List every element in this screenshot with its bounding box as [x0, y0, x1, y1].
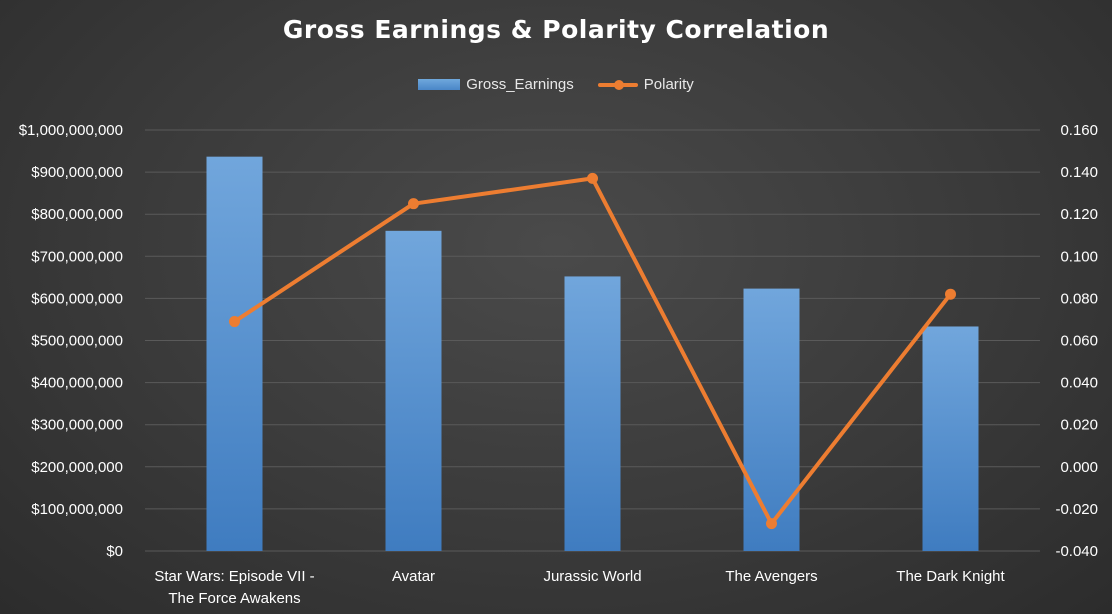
category-label: Jurassic World: [543, 568, 641, 585]
polarity-point: [408, 198, 419, 210]
right-tick-label: 0.140: [1060, 164, 1098, 181]
category-label: Avatar: [392, 568, 435, 585]
right-tick-label: -0.040: [1055, 543, 1098, 560]
bar-gross-earnings: [922, 326, 979, 551]
right-tick-label: 0.160: [1060, 122, 1098, 139]
category-label: Star Wars: Episode VII -: [154, 568, 314, 585]
bar-gross-earnings: [385, 230, 442, 552]
left-tick-label: $1,000,000,000: [19, 122, 123, 139]
right-tick-label: -0.020: [1055, 501, 1098, 518]
polarity-point: [945, 288, 956, 300]
left-tick-label: $700,000,000: [31, 248, 123, 265]
category-label: The Avengers: [725, 568, 817, 585]
left-tick-label: $500,000,000: [31, 333, 123, 350]
left-axis: $0 $100,000,000 $200,000,000 $300,000,000 $4…: [19, 122, 123, 560]
legend-item-gross-earnings: Gross_Earnings: [418, 76, 574, 93]
polarity-point: [229, 316, 240, 328]
right-tick-label: 0.040: [1060, 375, 1098, 392]
right-tick-label: 0.000: [1060, 459, 1098, 476]
right-tick-label: 0.100: [1060, 248, 1098, 265]
left-tick-label: $900,000,000: [31, 164, 123, 181]
legend-label: Gross_Earnings: [466, 76, 574, 93]
bar-gross-earnings: [206, 156, 263, 551]
left-tick-label: $0: [106, 543, 123, 560]
left-tick-label: $400,000,000: [31, 375, 123, 392]
left-tick-label: $600,000,000: [31, 290, 123, 307]
right-axis: -0.040 -0.020 0.000 0.020 0.040 0.060 0.080 0.1…: [1055, 122, 1098, 560]
bar-gross-earnings: [743, 288, 800, 551]
right-tick-label: 0.060: [1060, 333, 1098, 350]
legend-label: Polarity: [643, 76, 694, 93]
legend: Gross_Earnings Polarity: [0, 76, 1112, 93]
line-series: [229, 172, 956, 530]
legend-swatch-line: [597, 79, 638, 90]
legend-item-polarity: Polarity: [597, 76, 694, 93]
bar-series: [206, 156, 979, 552]
left-tick-label: $800,000,000: [31, 206, 123, 223]
legend-swatch-bar: [418, 79, 461, 90]
category-label: The Dark Knight: [896, 568, 1005, 585]
chart-title: Gross Earnings & Polarity Correlation: [282, 15, 830, 44]
right-tick-label: 0.120: [1060, 206, 1098, 223]
right-tick-label: 0.020: [1060, 417, 1098, 434]
right-tick-label: 0.080: [1060, 290, 1098, 307]
left-tick-label: $200,000,000: [31, 459, 123, 476]
polarity-point: [766, 518, 777, 530]
left-tick-label: $300,000,000: [31, 417, 123, 434]
category-label: The Force Awakens: [168, 590, 300, 607]
category-axis: Star Wars: Episode VII - The Force Awaken…: [154, 568, 1005, 607]
polarity-point: [587, 172, 598, 184]
left-tick-label: $100,000,000: [31, 501, 123, 518]
bar-gross-earnings: [564, 276, 621, 551]
